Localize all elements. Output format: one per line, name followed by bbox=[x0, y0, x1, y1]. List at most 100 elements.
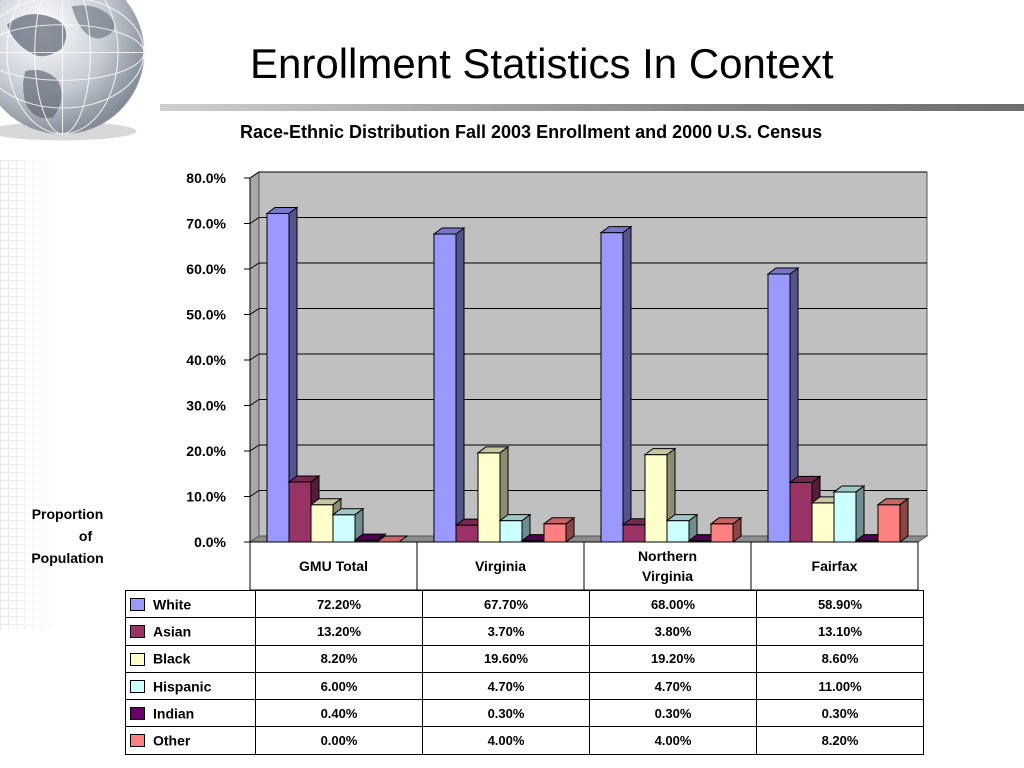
bar-front bbox=[644, 454, 668, 543]
legend-entry: Indian bbox=[125, 699, 256, 728]
bar-top bbox=[788, 475, 822, 483]
legend-label: Indian bbox=[153, 705, 195, 722]
bar-front bbox=[543, 523, 567, 543]
bar-side bbox=[899, 497, 909, 543]
gridline bbox=[249, 399, 927, 406]
y-tick-label: 20.0% bbox=[186, 443, 226, 459]
globe-icon bbox=[0, 0, 145, 141]
category-header-cell bbox=[249, 541, 418, 591]
data-label: 0.40% bbox=[255, 699, 423, 728]
bar-front bbox=[332, 514, 356, 543]
bar-top bbox=[542, 517, 576, 525]
legend-entry: Black bbox=[125, 644, 256, 673]
legend-swatch bbox=[130, 679, 145, 693]
legend-swatch bbox=[130, 734, 145, 748]
bar-front bbox=[310, 504, 334, 543]
gridline bbox=[249, 308, 927, 315]
data-label: 72.20% bbox=[255, 589, 423, 619]
page-title: Enrollment Statistics In Context bbox=[250, 40, 834, 87]
bar-top bbox=[498, 514, 532, 522]
y-tick-label: 0.0% bbox=[194, 534, 226, 550]
y-tick-label: 60.0% bbox=[186, 261, 226, 277]
x-category-label: Fairfax bbox=[812, 558, 858, 574]
bar-other-1 bbox=[542, 516, 576, 543]
y-tick-label: 30.0% bbox=[186, 398, 226, 414]
legend-entry: Hispanic bbox=[125, 671, 256, 701]
data-label: 4.70% bbox=[422, 671, 590, 701]
bar-front bbox=[811, 502, 835, 543]
data-label: 0.00% bbox=[255, 726, 423, 755]
bar-white-1 bbox=[432, 226, 466, 543]
data-label: 8.20% bbox=[756, 726, 924, 755]
bar-other-3 bbox=[876, 497, 910, 543]
y-tick-label: 40.0% bbox=[186, 352, 226, 368]
bar-other-2 bbox=[709, 516, 743, 543]
bar-top bbox=[432, 227, 466, 235]
data-label: 6.00% bbox=[255, 671, 423, 701]
bar-side bbox=[855, 484, 865, 543]
bar-side bbox=[455, 226, 465, 543]
data-label: 0.30% bbox=[756, 699, 924, 728]
table-row: White 72.20% 67.70% 68.00% 58.90% bbox=[125, 589, 924, 619]
x-category-label: Virginia bbox=[475, 558, 526, 574]
bar-front bbox=[433, 233, 457, 543]
bar-top bbox=[832, 485, 866, 493]
background-grid-decoration bbox=[0, 160, 60, 630]
gridline bbox=[249, 171, 927, 179]
legend-label: White bbox=[153, 596, 192, 613]
bar-top bbox=[265, 206, 299, 214]
bar-hispanic-3 bbox=[832, 484, 866, 543]
bar-black-1 bbox=[476, 445, 510, 543]
gridline bbox=[249, 444, 927, 452]
data-label: 3.70% bbox=[422, 617, 590, 646]
bar-hispanic-1 bbox=[498, 513, 532, 543]
bar-front bbox=[710, 523, 734, 543]
bar-top bbox=[643, 448, 677, 456]
bar-front bbox=[266, 212, 290, 543]
data-label: 4.00% bbox=[422, 726, 590, 755]
bar-front bbox=[789, 481, 813, 543]
table-row: Asian 13.20% 3.70% 3.80% 13.10% bbox=[125, 617, 924, 646]
bar-front bbox=[600, 232, 624, 543]
title-divider bbox=[160, 104, 1024, 111]
data-label: 3.80% bbox=[589, 617, 757, 646]
legend-swatch bbox=[130, 597, 145, 611]
data-label: 13.10% bbox=[756, 617, 924, 646]
legend-label: Asian bbox=[153, 623, 192, 640]
bar-front bbox=[833, 491, 857, 543]
bar-top bbox=[665, 514, 699, 522]
bar-top bbox=[331, 508, 365, 516]
y-tick-label: 10.0% bbox=[186, 489, 226, 505]
bar-front bbox=[499, 520, 523, 543]
bar-top bbox=[599, 226, 633, 234]
y-axis-label-line: of bbox=[78, 528, 93, 544]
table-row: Hispanic 6.00% 4.70% 4.70% 11.00% bbox=[125, 671, 924, 701]
legend-swatch bbox=[130, 652, 145, 666]
bar-front bbox=[767, 273, 791, 543]
y-axis-label-line: Proportion bbox=[31, 506, 104, 522]
bar-top bbox=[709, 517, 743, 525]
bar-hispanic-2 bbox=[665, 513, 699, 543]
legend-entry: Other bbox=[125, 726, 256, 755]
table-row: Black 8.20% 19.60% 19.20% 8.60% bbox=[125, 644, 924, 673]
data-label: 8.20% bbox=[255, 644, 423, 673]
bar-top bbox=[766, 267, 800, 275]
bar-top bbox=[353, 533, 387, 541]
data-label: 19.60% bbox=[422, 644, 590, 673]
bar-front bbox=[877, 504, 901, 543]
bar-white-0 bbox=[265, 206, 299, 543]
legend-swatch bbox=[130, 625, 145, 639]
y-tick-label: 80.0% bbox=[186, 170, 226, 186]
data-label: 68.00% bbox=[589, 589, 757, 619]
gridline bbox=[249, 262, 927, 270]
data-label: 4.00% bbox=[589, 726, 757, 755]
bar-top bbox=[876, 498, 910, 506]
category-header-cell bbox=[750, 541, 919, 591]
table-row: Other 0.00% 4.00% 4.00% 8.20% bbox=[125, 726, 924, 755]
bar-front bbox=[455, 524, 479, 543]
bar-front bbox=[288, 481, 312, 543]
bar-top bbox=[476, 446, 510, 454]
bar-chart: 0.0% 10.0% 20.0% 30.0% 40.0% 50.0% 60.0% 70.0% 8… bbox=[186, 170, 929, 591]
data-legend-table: White 72.20% 67.70% 68.00% 58.90% Asian 13.20%… bbox=[125, 589, 924, 755]
gridline bbox=[249, 353, 927, 361]
